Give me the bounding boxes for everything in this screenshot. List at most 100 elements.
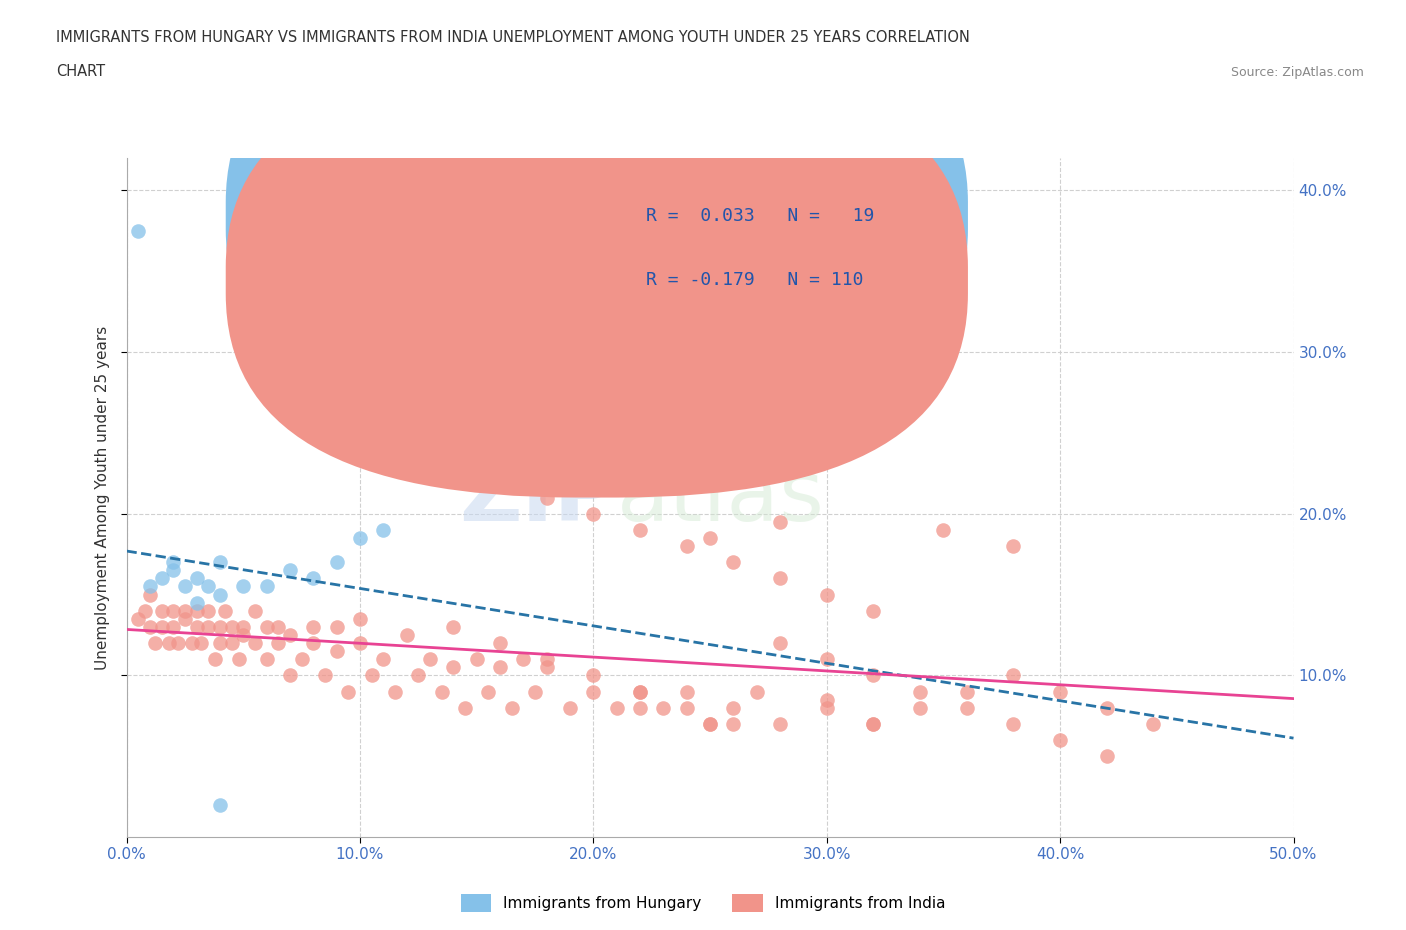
Point <box>162 619 184 634</box>
Point <box>932 523 955 538</box>
Point <box>337 684 360 699</box>
Point <box>197 579 219 594</box>
Point <box>278 563 301 578</box>
Point <box>314 668 336 683</box>
Point <box>256 619 278 634</box>
Point <box>769 514 792 529</box>
Point <box>186 571 208 586</box>
Point <box>325 555 347 570</box>
Point <box>267 619 290 634</box>
Point <box>180 635 202 650</box>
Point <box>214 604 236 618</box>
Point <box>723 700 745 715</box>
Point <box>862 668 884 683</box>
Point <box>186 619 208 634</box>
Point <box>162 555 184 570</box>
Point <box>243 604 266 618</box>
Point <box>606 700 628 715</box>
Point <box>1002 716 1025 731</box>
Point <box>956 700 979 715</box>
Point <box>675 538 697 553</box>
Point <box>628 523 651 538</box>
Point <box>267 635 290 650</box>
Point <box>1095 700 1118 715</box>
Point <box>174 611 197 626</box>
Point <box>197 619 219 634</box>
Point <box>956 684 979 699</box>
Point <box>523 684 546 699</box>
Point <box>769 635 792 650</box>
Point <box>862 604 884 618</box>
Point <box>139 587 162 602</box>
Point <box>256 579 278 594</box>
Point <box>699 530 721 545</box>
Text: CHART: CHART <box>56 64 105 79</box>
Point <box>384 684 406 699</box>
Point <box>536 652 558 667</box>
Point <box>143 635 166 650</box>
Point <box>454 700 477 715</box>
FancyBboxPatch shape <box>226 0 967 433</box>
Y-axis label: Unemployment Among Youth under 25 years: Unemployment Among Youth under 25 years <box>94 326 110 670</box>
Point <box>769 716 792 731</box>
Point <box>174 579 197 594</box>
Point <box>302 571 325 586</box>
Point <box>349 530 371 545</box>
Point <box>349 635 371 650</box>
Point <box>208 555 231 570</box>
Text: atlas: atlas <box>617 456 825 539</box>
Text: Source: ZipAtlas.com: Source: ZipAtlas.com <box>1230 66 1364 79</box>
Point <box>769 571 792 586</box>
Point <box>441 660 464 675</box>
Point <box>186 595 208 610</box>
Point <box>628 684 651 699</box>
Point <box>150 571 173 586</box>
Point <box>186 604 208 618</box>
Point <box>1002 668 1025 683</box>
Text: IMMIGRANTS FROM HUNGARY VS IMMIGRANTS FROM INDIA UNEMPLOYMENT AMONG YOUTH UNDER : IMMIGRANTS FROM HUNGARY VS IMMIGRANTS FR… <box>56 30 970 45</box>
Point <box>256 652 278 667</box>
Point <box>1095 749 1118 764</box>
Point <box>302 619 325 634</box>
Point <box>290 652 312 667</box>
Point <box>221 635 243 650</box>
Point <box>723 716 745 731</box>
Point <box>190 635 212 650</box>
Point <box>628 684 651 699</box>
Point <box>408 668 430 683</box>
Point <box>349 611 371 626</box>
Point <box>395 628 418 643</box>
Point <box>441 619 464 634</box>
Point <box>582 668 605 683</box>
Point <box>558 700 581 715</box>
Point <box>419 652 441 667</box>
Point <box>536 490 558 505</box>
Text: R = -0.179   N = 110: R = -0.179 N = 110 <box>645 272 863 289</box>
Point <box>536 660 558 675</box>
Point <box>232 628 254 643</box>
Point <box>652 700 675 715</box>
Point <box>628 700 651 715</box>
Point <box>1142 716 1164 731</box>
Legend: Immigrants from Hungary, Immigrants from India: Immigrants from Hungary, Immigrants from… <box>454 888 952 918</box>
Point <box>162 604 184 618</box>
Point <box>204 652 226 667</box>
Point <box>675 684 697 699</box>
Point <box>815 692 838 707</box>
Point <box>134 604 156 618</box>
Point <box>582 684 605 699</box>
Point <box>278 628 301 643</box>
Point <box>723 555 745 570</box>
Point <box>174 604 197 618</box>
Point <box>373 652 395 667</box>
Point <box>582 506 605 521</box>
Point <box>208 635 231 650</box>
Point <box>489 635 512 650</box>
Point <box>150 604 173 618</box>
Point <box>139 579 162 594</box>
Point <box>208 619 231 634</box>
Point <box>815 587 838 602</box>
Point <box>815 652 838 667</box>
Point <box>862 716 884 731</box>
FancyBboxPatch shape <box>226 63 967 498</box>
